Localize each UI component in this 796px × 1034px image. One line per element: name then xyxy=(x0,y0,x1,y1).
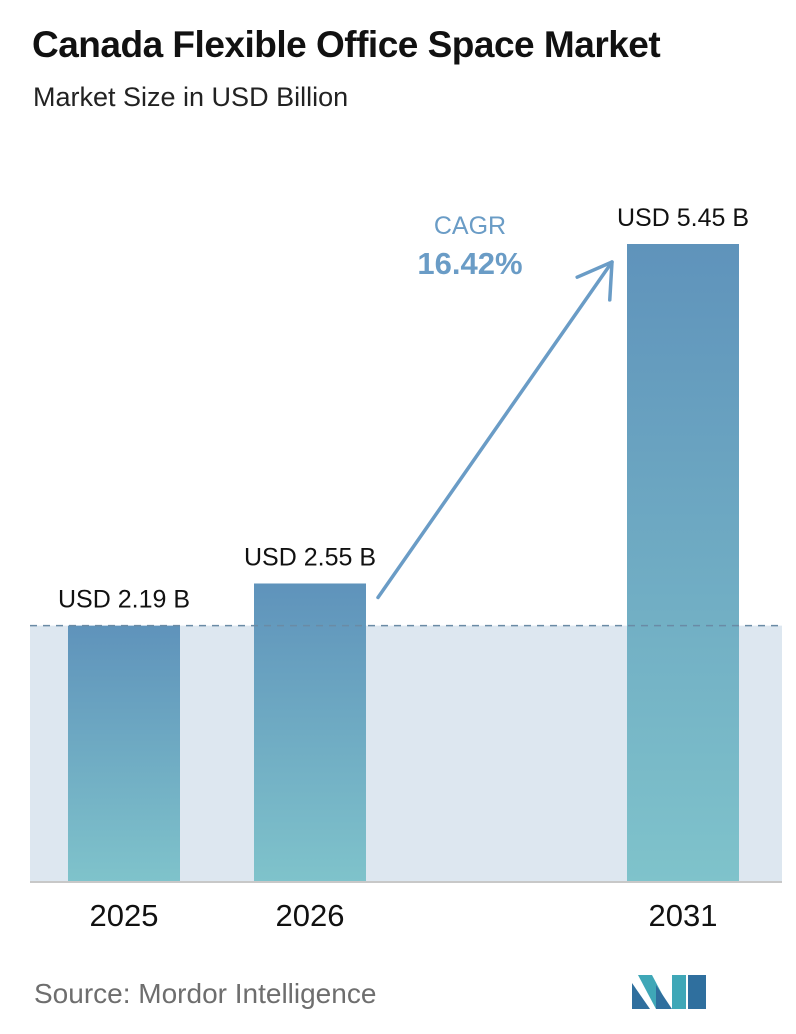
mordor-intelligence-logo-icon xyxy=(632,975,706,1009)
data-label-2026: USD 2.55 B xyxy=(244,543,376,571)
cagr-value: 16.42% xyxy=(417,246,522,281)
cagr-arrow-head-icon xyxy=(575,260,614,302)
x-tick-label-2031: 2031 xyxy=(649,898,718,933)
bar-2031 xyxy=(627,244,739,882)
cagr-arrow-shaft xyxy=(376,260,614,600)
cagr-label: CAGR xyxy=(434,212,506,240)
x-tick-label-2025: 2025 xyxy=(90,898,159,933)
data-label-2025: USD 2.19 B xyxy=(58,586,190,614)
x-tick-label-2026: 2026 xyxy=(276,898,345,933)
bar-2026 xyxy=(254,583,366,882)
chart-subtitle: Market Size in USD Billion xyxy=(33,82,349,112)
source-note: Source: Mordor Intelligence xyxy=(34,978,377,1009)
data-label-2031: USD 5.45 B xyxy=(617,204,749,232)
chart-title: Canada Flexible Office Space Market xyxy=(32,24,661,65)
bar-2025 xyxy=(68,625,180,882)
